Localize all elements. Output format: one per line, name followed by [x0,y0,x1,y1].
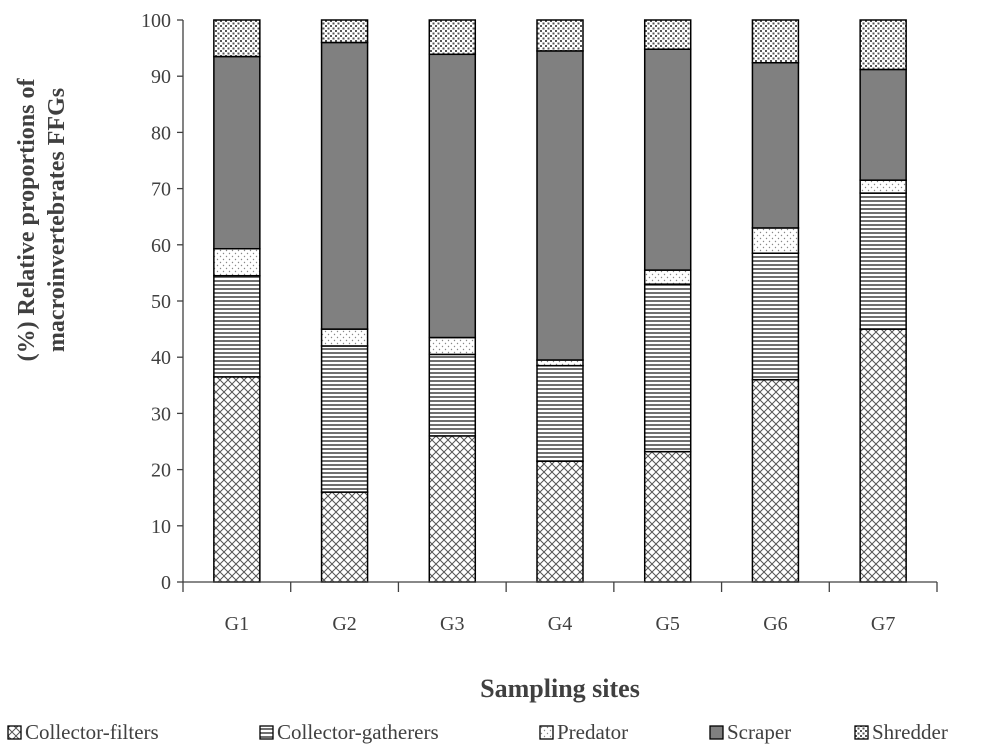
x-tick-label: G1 [225,613,249,635]
y-axis-label-line2: macroinvertebrates FFGs [44,88,70,352]
y-tick-label: 90 [151,66,171,88]
bar-segment-shredder-g2 [320,19,369,44]
bar-stack-g5 [643,19,692,583]
bar-segment-collector-filters-g4 [536,460,584,583]
bar-stack-g6 [751,19,800,583]
bar-segment-scraper-g4 [536,50,584,361]
y-tick-label: 100 [141,10,171,32]
bar-segment-collector-gatherers-g5 [643,283,692,453]
x-axis-label: Sampling sites [480,674,640,703]
bars [213,19,907,583]
y-tick-label: 70 [151,179,171,201]
x-axis: G1 G2 G3 G4 G5 G6 G7 [182,581,938,635]
bar-segment-collector-gatherers-g6 [751,252,800,381]
x-tick-label: G6 [763,613,787,635]
y-axis-label-line1: (%) Relative proportions of [14,78,40,362]
y-tick-label: 30 [151,403,171,425]
y-axis-label: (%) Relative proportions of macroinverte… [14,78,70,362]
bar-segment-scraper-g3 [428,53,477,339]
bar-segment-scraper-g7 [859,68,907,181]
bar-segment-collector-gatherers-g7 [859,192,907,330]
y-tick-label: 50 [151,291,171,313]
bar-segment-shredder-g1 [213,19,261,58]
bar-segment-shredder-g7 [859,19,907,71]
x-tick-label: G5 [655,613,679,635]
bar-segment-predator-g7 [859,179,907,194]
bar-segment-scraper-g1 [213,55,261,250]
bar-segment-predator-g5 [643,269,692,285]
bar-segment-collector-filters-g3 [428,435,477,583]
bar-stack-g7 [859,19,907,583]
bar-segment-shredder-g5 [643,19,692,50]
legend-swatch [259,725,274,740]
legend-swatch [854,725,869,740]
legend-item-collector-filters: Collector-filters [7,720,159,744]
legend-swatch [709,725,724,740]
legend-label: Collector-gatherers [277,720,439,744]
bar-segment-scraper-g6 [751,61,800,229]
bar-segment-collector-filters-g5 [643,450,692,583]
x-tick-label: G3 [440,613,464,635]
y-tick-label: 80 [151,122,171,144]
bar-segment-collector-filters-g7 [859,328,907,583]
bar-segment-shredder-g3 [428,19,477,56]
bar-segment-predator-g1 [213,247,261,277]
bar-segment-predator-g6 [751,227,800,254]
bar-stack-g2 [320,19,369,583]
bar-segment-shredder-g4 [536,19,584,52]
x-tick-label: G4 [548,613,572,635]
y-tick-label: 20 [151,460,171,482]
bar-segment-scraper-g2 [320,41,369,330]
legend-item-shredder: Shredder [854,720,948,744]
bar-segment-collector-filters-g1 [213,376,261,583]
bar-segment-scraper-g5 [643,48,692,271]
y-tick-label: 40 [151,347,171,369]
bar-segment-collector-filters-g6 [751,378,800,583]
bar-stack-g4 [536,19,584,583]
bar-stack-g3 [428,19,477,583]
y-tick-label: 60 [151,235,171,257]
bar-segment-collector-filters-g2 [320,491,369,583]
y-tick-label: 0 [161,572,171,594]
legend: Collector-filters Collector-gatherers Pred… [7,720,948,744]
legend-label: Shredder [872,720,948,744]
bar-segment-collector-gatherers-g4 [536,364,584,462]
bar-segment-predator-g4 [536,359,584,367]
y-axis: 0 10 20 30 40 50 60 70 80 90 100 [141,10,184,594]
bar-stack-g1 [213,19,261,583]
bar-segment-predator-g3 [428,336,477,356]
bar-segment-collector-gatherers-g3 [428,353,477,437]
legend-label: Predator [557,720,628,744]
x-tick-label: G7 [871,613,895,635]
legend-label: Scraper [727,720,791,744]
legend-item-predator: Predator [539,720,628,744]
legend-swatch [539,725,554,740]
bar-segment-predator-g2 [320,328,369,347]
legend-item-collector-gatherers: Collector-gatherers [259,720,439,744]
bar-segment-collector-gatherers-g2 [320,345,369,493]
bar-segment-shredder-g6 [751,19,800,64]
x-tick-label: G2 [332,613,356,635]
legend-item-scraper: Scraper [709,720,791,744]
y-tick-label: 10 [151,516,171,538]
legend-swatch [7,725,22,740]
legend-label: Collector-filters [25,720,159,744]
bar-segment-collector-gatherers-g1 [213,274,261,378]
